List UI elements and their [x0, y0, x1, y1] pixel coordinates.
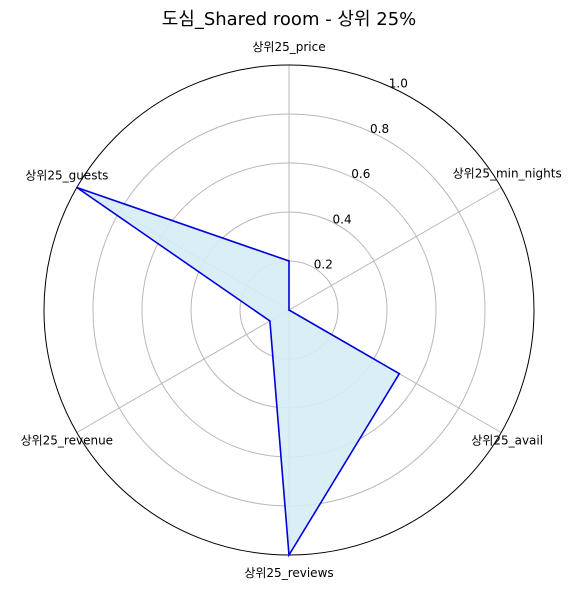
axis-label-2: 상위25_avail	[471, 434, 543, 448]
axis-label-5: 상위25_guests	[25, 169, 108, 183]
radial-tick-label: 0.4	[333, 212, 352, 226]
data-point-1	[288, 309, 290, 311]
data-point-0	[288, 260, 290, 262]
radial-tick-label: 0.8	[370, 122, 389, 136]
series-fill	[76, 187, 400, 555]
axis-label-4: 상위25_revenue	[21, 434, 113, 448]
data-point-5	[76, 186, 78, 189]
data-point-3	[288, 554, 290, 556]
radial-tick-label: 0.6	[351, 167, 370, 181]
data-point-2	[398, 372, 401, 375]
axis-label-0: 상위25_price	[252, 40, 325, 54]
label-layer: 0.2 0.4 0.6 0.8 1.0 상위25_price 상위25_min_nights…	[21, 40, 562, 580]
data-point-4	[269, 320, 271, 322]
radial-tick-label: 0.2	[314, 258, 333, 272]
spoke-4	[76, 309, 290, 433]
axis-label-3: 상위25_reviews	[244, 566, 333, 580]
radial-tick-label: 1.0	[389, 77, 408, 91]
chart-title: 도심_Shared room - 상위 25%	[162, 9, 417, 30]
data-layer	[76, 186, 401, 558]
spoke-1	[288, 187, 502, 311]
axis-label-1: 상위25_min_nights	[453, 167, 562, 181]
